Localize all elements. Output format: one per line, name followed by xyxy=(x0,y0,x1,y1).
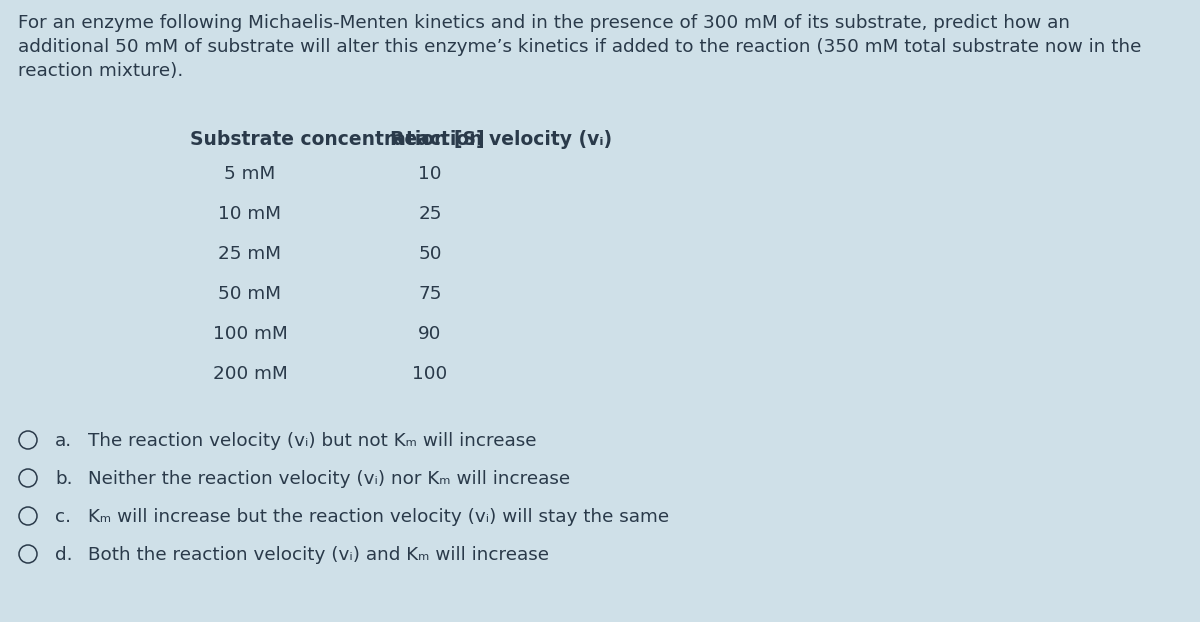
Text: 50: 50 xyxy=(419,245,442,263)
Text: 10 mM: 10 mM xyxy=(218,205,282,223)
Text: For an enzyme following Michaelis-Menten kinetics and in the presence of 300 mM : For an enzyme following Michaelis-Menten… xyxy=(18,14,1070,32)
Text: reaction mixture).: reaction mixture). xyxy=(18,62,184,80)
Text: Reaction velocity (vᵢ): Reaction velocity (vᵢ) xyxy=(390,130,612,149)
Text: 50 mM: 50 mM xyxy=(218,285,282,303)
Text: 90: 90 xyxy=(419,325,442,343)
Text: a.: a. xyxy=(55,432,72,450)
Text: 25: 25 xyxy=(419,205,442,223)
Text: Substrate concentration [S]: Substrate concentration [S] xyxy=(190,130,485,149)
Text: 100: 100 xyxy=(413,365,448,383)
Text: 75: 75 xyxy=(419,285,442,303)
Text: b.: b. xyxy=(55,470,72,488)
Text: d.: d. xyxy=(55,546,72,564)
Text: c.: c. xyxy=(55,508,71,526)
Text: additional 50 mM of substrate will alter this enzyme’s kinetics if added to the : additional 50 mM of substrate will alter… xyxy=(18,38,1141,56)
Text: Neither the reaction velocity (vᵢ) nor Kₘ will increase: Neither the reaction velocity (vᵢ) nor K… xyxy=(88,470,570,488)
Text: 200 mM: 200 mM xyxy=(212,365,287,383)
Text: The reaction velocity (vᵢ) but not Kₘ will increase: The reaction velocity (vᵢ) but not Kₘ wi… xyxy=(88,432,536,450)
Text: 5 mM: 5 mM xyxy=(224,165,276,183)
Text: Both the reaction velocity (vᵢ) and Kₘ will increase: Both the reaction velocity (vᵢ) and Kₘ w… xyxy=(88,546,550,564)
Text: Kₘ will increase but the reaction velocity (vᵢ) will stay the same: Kₘ will increase but the reaction veloci… xyxy=(88,508,670,526)
Text: 100 mM: 100 mM xyxy=(212,325,287,343)
Text: 25 mM: 25 mM xyxy=(218,245,282,263)
Text: 10: 10 xyxy=(419,165,442,183)
